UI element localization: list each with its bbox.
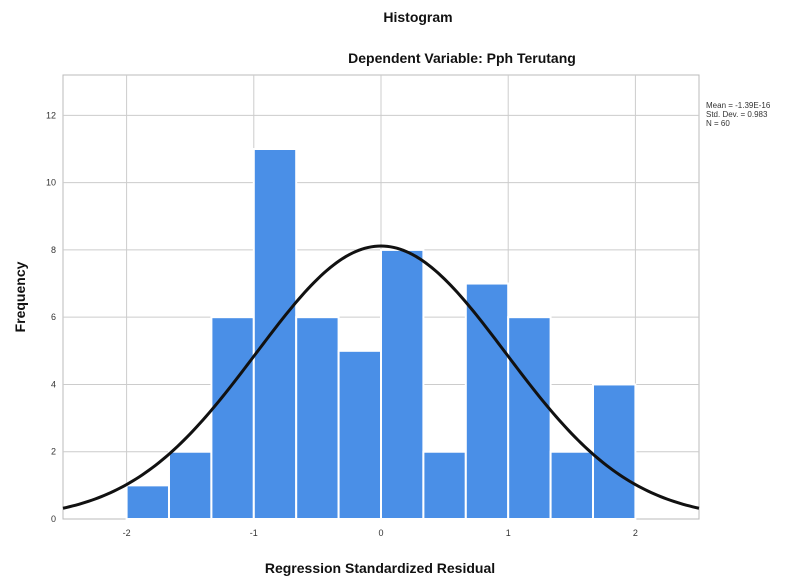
histogram-bar-10 [507, 316, 552, 520]
y-tick-label: 10 [46, 178, 56, 188]
histogram-bar-1 [125, 484, 170, 521]
histogram-bar-4 [252, 148, 298, 520]
chart-subtitle: Dependent Variable: Pph Terutang [348, 50, 576, 66]
x-tick-label: -2 [123, 528, 131, 538]
y-tick-label: 2 [51, 447, 56, 457]
y-tick-label: 8 [51, 245, 56, 255]
histogram-bar-7 [380, 248, 425, 520]
x-tick-label: 0 [378, 528, 383, 538]
y-axis-ticks: 0 2 4 6 8 10 12 [46, 110, 56, 524]
y-axis-title: Frequency [12, 261, 28, 332]
histogram-bar-3 [210, 316, 255, 520]
histogram-bar-8 [422, 450, 467, 520]
y-tick-label: 6 [51, 312, 56, 322]
chart-title: Histogram [383, 9, 452, 25]
x-tick-label: 1 [506, 528, 511, 538]
histogram-bar-11 [549, 450, 594, 520]
x-axis-ticks: -2 -1 0 1 2 [123, 528, 638, 538]
plot-area [62, 74, 700, 521]
stat-std-dev: Std. Dev. = 0.983 [706, 110, 768, 119]
y-tick-label: 4 [51, 379, 56, 389]
histogram-bar-2 [167, 450, 213, 520]
histogram-bar-6 [337, 349, 383, 520]
histogram-bar-9 [464, 282, 510, 520]
normal-curve [62, 244, 700, 510]
x-tick-label: 2 [633, 528, 638, 538]
x-tick-label: -1 [250, 528, 258, 538]
x-axis-title: Regression Standardized Residual [265, 560, 495, 576]
y-tick-label: 12 [46, 110, 56, 120]
statistics-box: Mean = -1.39E-16 Std. Dev. = 0.983 N = 6… [706, 101, 771, 128]
y-tick-label: 0 [51, 514, 56, 524]
histogram-bar-5 [295, 316, 340, 520]
histogram-bar-12 [592, 383, 637, 521]
stat-mean: Mean = -1.39E-16 [706, 101, 771, 110]
histogram-bars [125, 148, 637, 521]
stat-n: N = 60 [706, 119, 730, 128]
